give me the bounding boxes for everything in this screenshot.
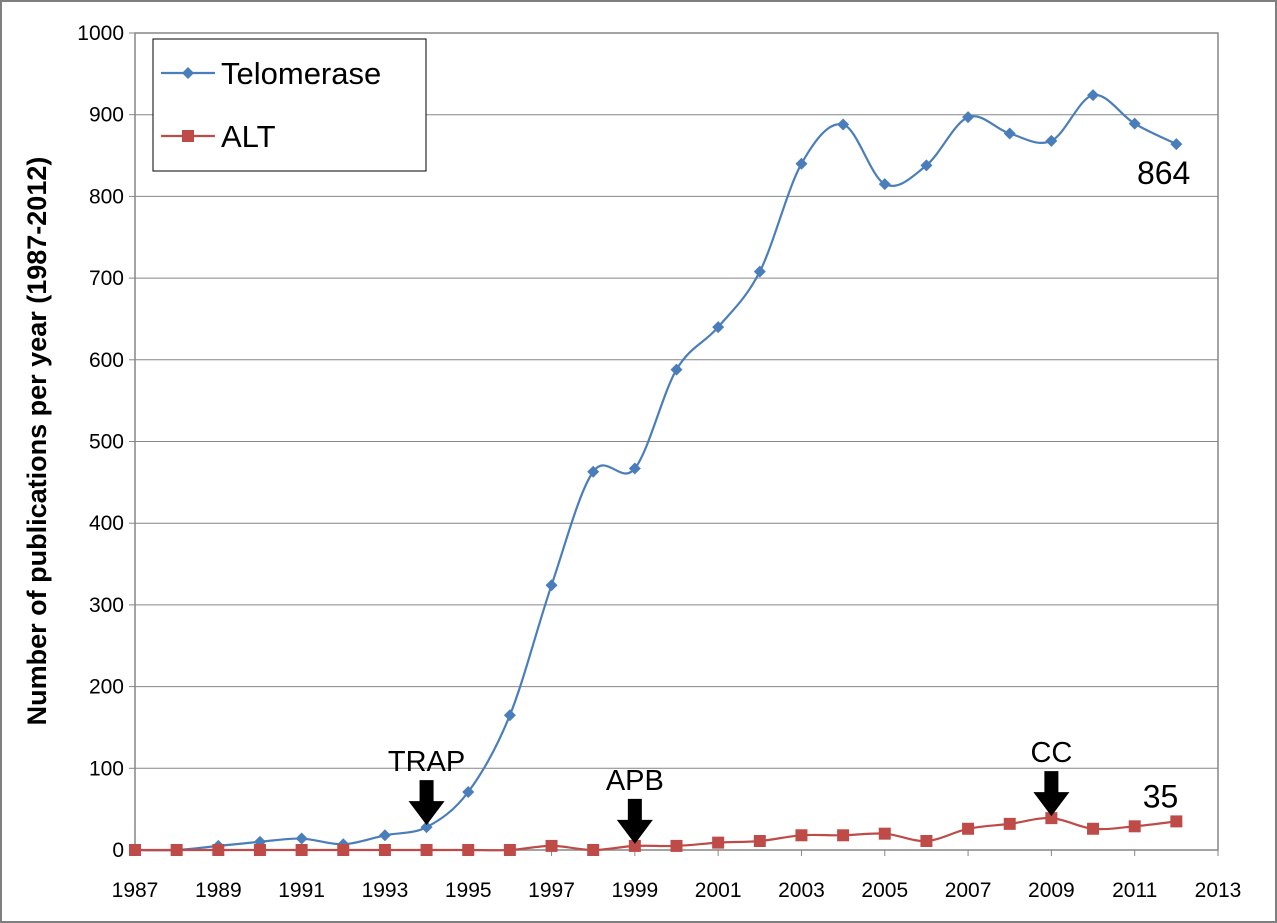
annotation-label-apb: APB (606, 765, 664, 797)
x-tick-label: 2003 (778, 879, 825, 902)
series-line-telomerase (134, 93, 1177, 852)
data-point-telomerase (1003, 127, 1016, 140)
y-tick-label: 400 (89, 512, 124, 535)
y-tick-label: 300 (89, 594, 124, 617)
data-point-telomerase (1128, 117, 1141, 130)
data-point-telomerase (878, 178, 891, 191)
y-tick-label: 200 (89, 676, 124, 699)
data-point-alt (753, 835, 766, 848)
legend-label-alt: ALT (221, 119, 276, 154)
legend-marker-alt (182, 130, 194, 142)
data-point-alt (462, 844, 475, 856)
data-point-alt (295, 844, 308, 856)
y-tick-label: 900 (89, 104, 124, 127)
y-tick-label: 0 (112, 839, 124, 862)
y-tick-label: 700 (89, 267, 124, 290)
data-point-alt (503, 844, 516, 856)
x-tick-label: 2009 (1028, 879, 1075, 902)
data-point-alt (1003, 817, 1016, 830)
data-point-telomerase (837, 118, 850, 131)
annotation-label-cc: CC (1030, 737, 1072, 769)
annotation-arrow-apb (616, 798, 653, 844)
data-point-telomerase (753, 265, 766, 278)
x-tick-label: 1997 (528, 879, 575, 902)
data-point-telomerase (503, 709, 516, 722)
x-tick-label: 2005 (861, 879, 908, 902)
x-tick-label: 1993 (362, 879, 409, 902)
data-point-alt (837, 829, 850, 842)
legend-marker-telomerase (182, 67, 194, 79)
data-point-telomerase (420, 821, 433, 834)
data-point-telomerase (712, 321, 725, 334)
data-point-alt (712, 836, 725, 849)
data-point-alt (878, 827, 891, 840)
y-tick-label: 100 (89, 757, 124, 780)
y-tick-label: 500 (89, 431, 124, 454)
data-point-alt (795, 829, 808, 842)
annotation-arrow-trap (408, 780, 445, 826)
x-tick-label: 1995 (445, 879, 492, 902)
legend-label-telomerase: Telomerase (221, 56, 381, 91)
data-point-telomerase (1045, 134, 1058, 147)
end-value-label-alt: 35 (1143, 778, 1179, 814)
data-point-alt (1045, 812, 1058, 825)
data-point-alt (129, 844, 141, 856)
x-tick-label: 1989 (195, 879, 242, 902)
x-tick-label: 1999 (611, 879, 658, 902)
data-point-alt (337, 844, 350, 856)
data-point-alt (378, 844, 391, 856)
data-point-alt (545, 839, 558, 852)
data-point-alt (670, 839, 683, 852)
data-point-telomerase (587, 465, 600, 478)
data-point-telomerase (920, 159, 933, 172)
data-point-alt (587, 844, 600, 856)
end-value-label-telomerase: 864 (1137, 155, 1190, 191)
data-point-alt (920, 835, 933, 848)
data-point-telomerase (962, 111, 975, 124)
series-layer (129, 89, 1183, 856)
annotation-arrow-cc (1033, 771, 1070, 817)
y-tick-label: 800 (89, 185, 124, 208)
data-point-alt (212, 844, 225, 856)
y-tick-label: 600 (89, 349, 124, 372)
annotation-label-trap: TRAP (388, 746, 465, 778)
data-point-telomerase (795, 157, 808, 170)
legend: Telomerase ALT (152, 38, 427, 172)
legend-box (152, 38, 427, 172)
data-point-telomerase (1170, 138, 1183, 151)
x-tick-label: 2013 (1195, 879, 1242, 902)
data-point-alt (1170, 815, 1183, 828)
x-tick-label: 2011 (1112, 879, 1157, 902)
data-point-alt (1087, 822, 1100, 835)
data-point-alt (253, 844, 266, 856)
data-point-alt (628, 839, 641, 852)
annotations: TRAP APB CC 864 35 (388, 155, 1190, 844)
x-tick-label: 2001 (695, 879, 742, 902)
data-point-alt (420, 844, 433, 856)
axes: 0 100 200 300 400 500 600 700 800 900 1000 1987 1989… (77, 22, 1241, 902)
y-axis-label: Number of publications per year (1987-20… (22, 157, 52, 726)
data-point-telomerase (628, 462, 641, 475)
data-point-alt (1128, 820, 1141, 833)
y-tick-label: 1000 (77, 22, 124, 45)
data-point-telomerase (378, 829, 391, 842)
data-point-alt (170, 844, 183, 856)
data-point-telomerase (295, 832, 308, 845)
data-point-alt (962, 822, 975, 835)
x-tick-label: 1991 (278, 879, 325, 902)
data-point-telomerase (545, 579, 558, 592)
x-tick-label: 2007 (945, 879, 992, 902)
data-point-telomerase (670, 363, 683, 376)
x-tick-label: 1987 (112, 879, 159, 902)
data-point-telomerase (1087, 89, 1100, 102)
data-point-telomerase (462, 785, 475, 798)
